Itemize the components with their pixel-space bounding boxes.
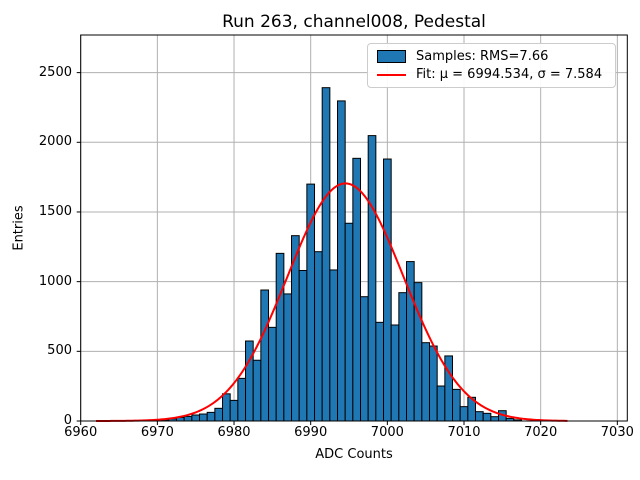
histogram-bar — [199, 413, 208, 422]
x-tick-label: 7010 — [447, 425, 481, 440]
x-tick-label: 6970 — [140, 425, 174, 440]
histogram-bar — [452, 388, 461, 422]
histogram-bar — [183, 415, 193, 422]
y-tick-label: 2000 — [38, 134, 72, 150]
histogram-bar — [398, 292, 408, 422]
histogram-bar — [298, 270, 308, 422]
histogram-bar — [444, 355, 454, 422]
histogram-bar — [275, 252, 285, 422]
fit-line-icon — [376, 73, 406, 76]
histogram-bar — [337, 100, 346, 422]
histogram-bar — [321, 87, 331, 422]
histogram-swatch-icon — [376, 50, 406, 63]
histogram-bar — [245, 340, 254, 422]
legend-samples-label: Samples: RMS=7.66 — [416, 49, 549, 64]
figure-title: Run 263, channel008, Pedestal — [222, 12, 486, 32]
histogram-bar — [352, 157, 362, 422]
histogram-bar — [436, 385, 446, 422]
y-tick-label: 1500 — [38, 203, 72, 219]
y-tick-label: 500 — [47, 343, 72, 359]
histogram-bar — [191, 414, 201, 422]
x-tick-label: 6960 — [64, 425, 98, 440]
histogram-bar — [429, 345, 438, 422]
histogram-bar — [206, 411, 216, 422]
histogram-bar — [344, 222, 354, 422]
fit-line-sample — [376, 73, 406, 76]
histogram-bar — [237, 377, 247, 422]
x-tick-label: 6990 — [294, 425, 328, 440]
histogram-bar — [329, 269, 339, 422]
x-tick-label: 7030 — [600, 425, 634, 440]
y-tick-label: 1000 — [38, 273, 72, 289]
histogram-bar — [490, 416, 500, 422]
x-tick-label: 7000 — [370, 425, 404, 440]
histogram-bar — [268, 326, 277, 422]
histogram-bar — [229, 399, 239, 422]
legend-fit-label: Fit: μ = 6994.534, σ = 7.584 — [416, 67, 603, 82]
histogram-bar — [475, 411, 484, 422]
y-tick-label: 2500 — [38, 64, 72, 80]
histogram-bar — [214, 407, 224, 422]
histogram-bar — [314, 251, 323, 422]
histogram-bar — [283, 293, 293, 422]
fit-curve — [96, 182, 568, 422]
legend-item-fit: Fit: μ = 6994.534, σ = 7.584 — [376, 67, 607, 82]
axes-spines — [80, 34, 628, 422]
legend-item-samples: Samples: RMS=7.66 — [376, 49, 607, 64]
x-axis-label: ADC Counts — [315, 447, 393, 462]
histogram-bar — [306, 183, 316, 422]
histogram-bar — [260, 289, 270, 422]
x-tick-label: 6980 — [217, 425, 251, 440]
histogram-bar — [482, 412, 492, 422]
histogram-bar — [375, 321, 385, 422]
histogram-bar — [421, 342, 431, 422]
x-tick-label: 7020 — [524, 425, 558, 440]
y-tick-label: 0 — [63, 413, 72, 428]
histogram-bar — [222, 393, 231, 422]
histogram-bar — [383, 158, 392, 422]
histogram-bar — [390, 324, 400, 422]
samples-swatch — [376, 50, 406, 63]
histogram-bar — [360, 296, 369, 422]
legend: Samples: RMS=7.66 Fit: μ = 6994.534, σ =… — [367, 43, 616, 88]
histogram-bar — [252, 359, 262, 422]
histogram-bar — [367, 135, 377, 422]
histogram-bar — [459, 406, 469, 422]
